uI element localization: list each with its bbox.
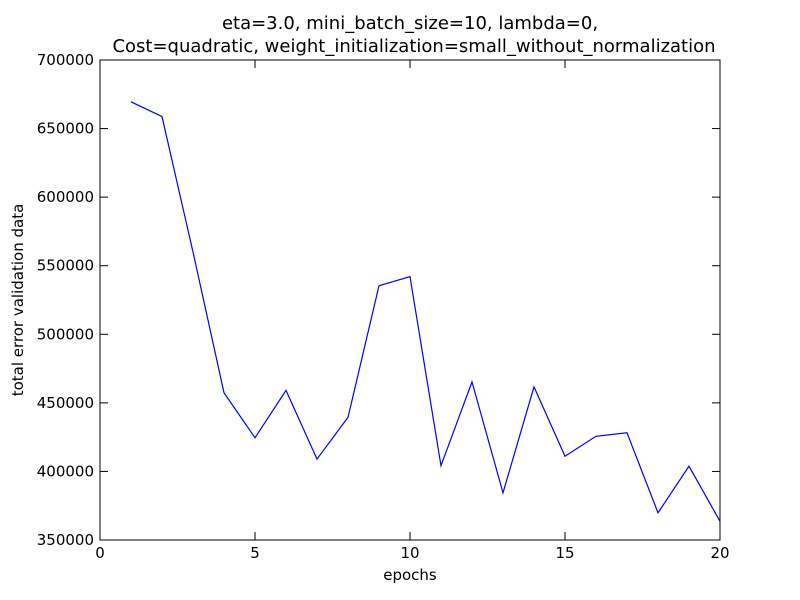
series-line (130, 101, 721, 522)
y-tick-label: 500000 (37, 325, 94, 343)
x-axis-label: epochs (383, 566, 437, 584)
plot-area-frame (99, 59, 721, 541)
chart-title-line-1: eta=3.0, mini_batch_size=10, lambda=0, (222, 13, 598, 34)
chart-title-line-2: Cost=quadratic, weight_initialization=sm… (112, 36, 715, 57)
x-tick-label: 10 (400, 544, 419, 562)
tick-labels: 0 5 10 15 20 350000 400000 450000 500000 550000 60… (37, 51, 730, 562)
y-tick-label: 350000 (37, 531, 94, 549)
x-tick-label: 5 (250, 544, 260, 562)
axis-ticks (99, 59, 721, 541)
x-tick-label: 20 (710, 544, 729, 562)
y-tick-label: 650000 (37, 120, 94, 138)
y-tick-label: 550000 (37, 257, 94, 275)
y-tick-label: 600000 (37, 188, 94, 206)
x-tick-label: 15 (555, 544, 574, 562)
y-axis-label: total error validation data (9, 204, 27, 397)
x-tick-label: 0 (95, 544, 105, 562)
y-tick-label: 450000 (37, 394, 94, 412)
y-tick-label: 700000 (37, 51, 94, 69)
y-tick-label: 400000 (37, 462, 94, 480)
